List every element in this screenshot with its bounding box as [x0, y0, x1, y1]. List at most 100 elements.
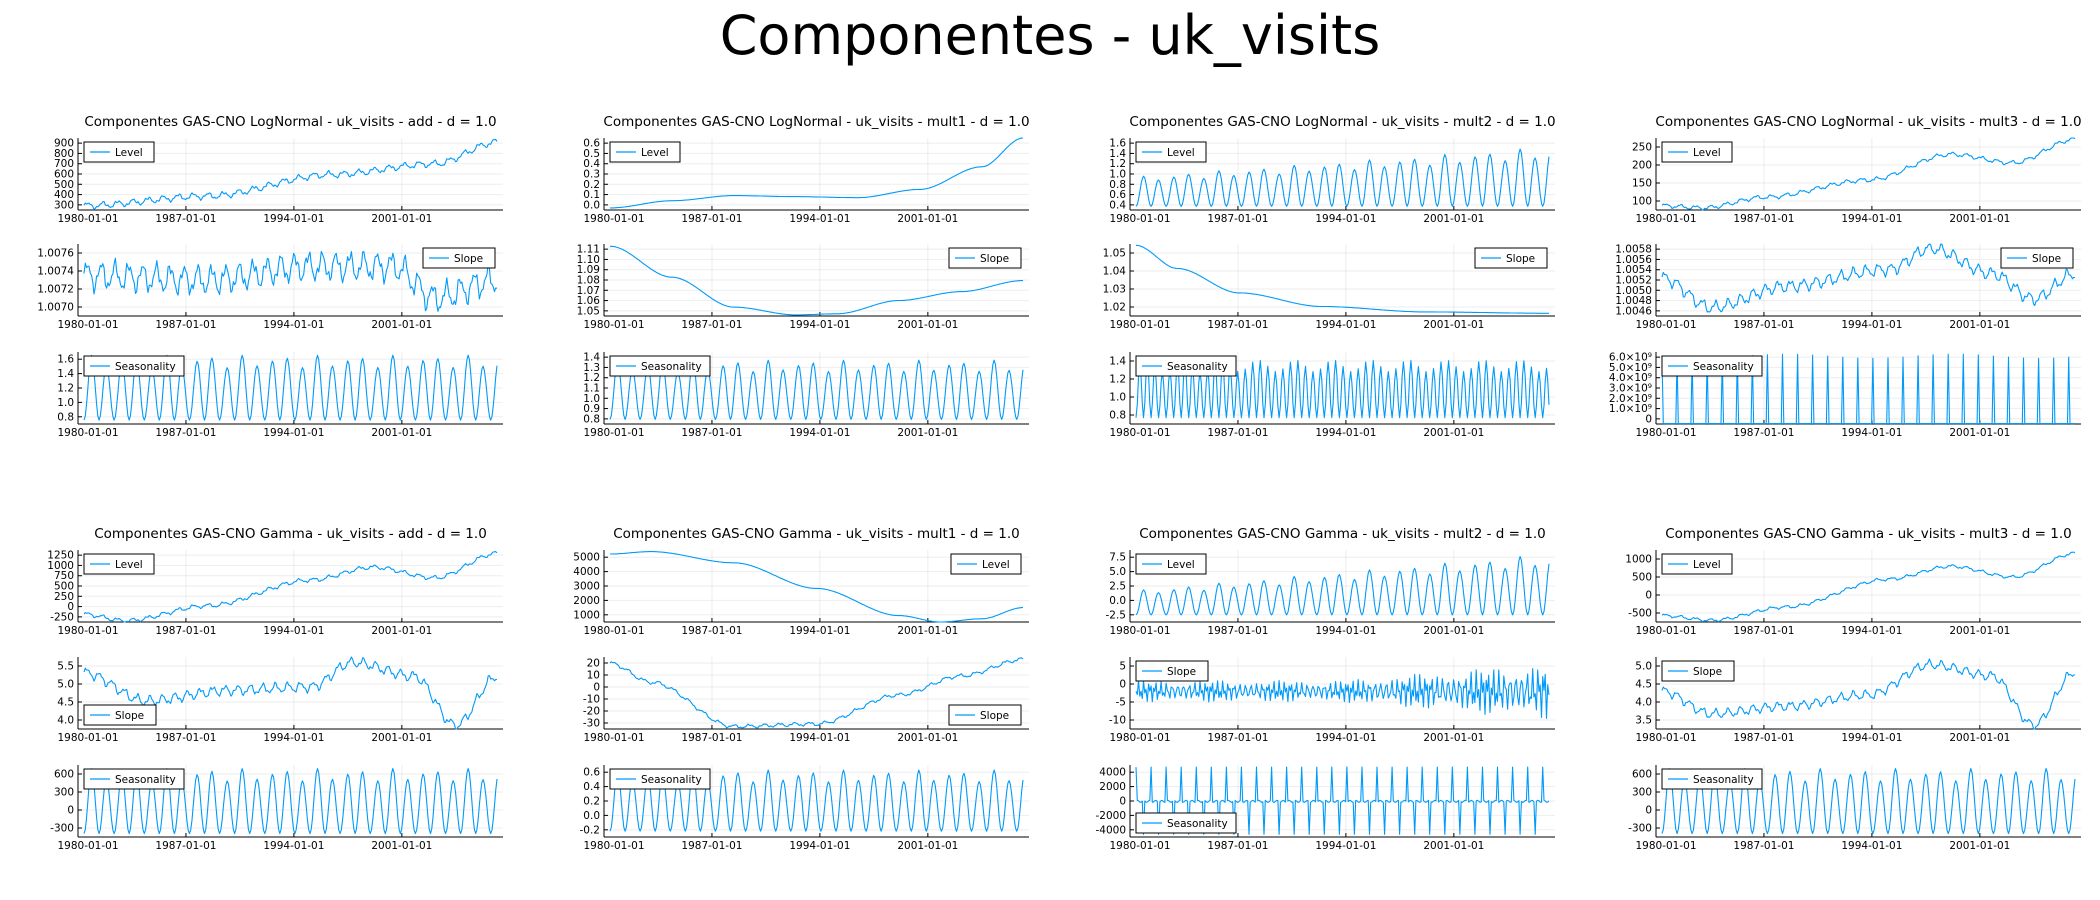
- x-tick-label: 1987-01-01: [681, 732, 742, 744]
- y-tick-label: 7.5: [1109, 552, 1126, 564]
- x-tick-label: 1994-01-01: [1841, 319, 1902, 331]
- y-tick-label: 600: [54, 169, 74, 181]
- panel-level: 100 150 200 250 1980-01-01 1987-01-01 1994-01-…: [1632, 137, 2081, 225]
- legend-label: Slope: [980, 710, 1009, 722]
- legend: Seasonality: [83, 355, 185, 377]
- y-tick-label: 1000: [1625, 554, 1652, 566]
- legend-box: [1135, 660, 1209, 682]
- legend-label: Level: [1167, 559, 1195, 571]
- x-tick-label: 1994-01-01: [789, 319, 850, 331]
- y-tick-label: 1.0: [57, 397, 74, 409]
- x-tick-label: 2001-01-01: [1949, 319, 2010, 331]
- panel-level: 0.40.60.81.01.21.41.6 1980-01-01 1987-01-0…: [1109, 138, 1555, 225]
- y-tick-label: 1.0074: [37, 266, 74, 278]
- subplot-column: Componentes GAS-CNO LogNormal - uk_visit…: [577, 114, 1030, 439]
- x-tick-label: 1987-01-01: [1733, 625, 1794, 637]
- legend: Seasonality: [1135, 355, 1237, 377]
- legend-label: Slope: [1693, 666, 1722, 678]
- y-tick-label: 0.8: [1109, 179, 1126, 191]
- x-tick-label: 1994-01-01: [789, 840, 850, 852]
- y-tick-label: 0: [593, 682, 600, 694]
- legend-label: Level: [641, 147, 669, 159]
- y-tick-label: 3.0×10⁹: [1609, 383, 1652, 395]
- y-tick-label: 500: [54, 179, 74, 191]
- series-line-level: [610, 551, 1023, 623]
- series-line-slope: [83, 656, 497, 730]
- y-tick-label: 3.5: [1635, 715, 1652, 727]
- legend-label: Seasonality: [1693, 774, 1754, 786]
- y-tick-label: 5.0: [1109, 566, 1126, 578]
- subplot-title: Componentes GAS-CNO Gamma - uk_visits - …: [94, 526, 487, 542]
- subplot-column: Componentes GAS-CNO Gamma - uk_visits - …: [1625, 526, 2081, 852]
- x-tick-label: 2001-01-01: [897, 213, 958, 225]
- y-tick-label: 500: [1632, 572, 1652, 584]
- legend-box: [1661, 553, 1733, 575]
- legend: Slope: [1661, 660, 1735, 682]
- y-tick-label: 0: [1645, 805, 1652, 817]
- legend-box: [1474, 247, 1548, 269]
- legend: Slope: [1474, 247, 1548, 269]
- series-line-level: [1661, 137, 2076, 211]
- y-tick-label: 4000: [1099, 767, 1126, 779]
- x-tick-label: 1994-01-01: [1841, 213, 1902, 225]
- y-tick-label: 0.6: [1109, 189, 1126, 201]
- legend: Level: [1661, 553, 1733, 575]
- legend: Seasonality: [609, 768, 711, 790]
- legend-label: Seasonality: [1693, 361, 1754, 373]
- y-tick-label: 1.0: [1109, 392, 1126, 404]
- legend: Seasonality: [1661, 768, 1763, 790]
- series-line-slope: [609, 657, 1024, 729]
- legend-label: Level: [115, 147, 143, 159]
- legend: Level: [1135, 553, 1207, 575]
- subplot-column: Componentes GAS-CNO LogNormal - uk_visit…: [37, 114, 503, 439]
- legend-label: Slope: [2032, 253, 2061, 265]
- x-tick-label: 1980-01-01: [583, 840, 644, 852]
- x-tick-label: 1980-01-01: [57, 625, 118, 637]
- y-tick-label: 0.0: [1109, 595, 1126, 607]
- y-tick-label: 2000: [1099, 781, 1126, 793]
- legend-box: [83, 141, 155, 163]
- y-tick-label: 1.3: [583, 362, 600, 374]
- legend-box: [422, 247, 496, 269]
- y-tick-label: 1.0: [1109, 169, 1126, 181]
- legend: Slope: [83, 704, 157, 726]
- x-tick-label: 2001-01-01: [1949, 732, 2010, 744]
- x-tick-label: 1987-01-01: [155, 732, 216, 744]
- y-tick-label: 4.0: [1635, 697, 1652, 709]
- x-tick-label: 1994-01-01: [1841, 625, 1902, 637]
- x-tick-label: 1980-01-01: [1109, 625, 1170, 637]
- y-tick-label: 1.0: [583, 393, 600, 405]
- legend: Level: [83, 553, 155, 575]
- subplot-column: Componentes GAS-CNO Gamma - uk_visits - …: [1095, 526, 1555, 852]
- legend: Level: [1661, 141, 1733, 163]
- x-tick-label: 1987-01-01: [1207, 840, 1268, 852]
- x-tick-label: 1980-01-01: [1635, 427, 1696, 439]
- legend: Level: [609, 141, 681, 163]
- y-tick-label: -250: [50, 611, 74, 623]
- legend: Slope: [948, 704, 1022, 726]
- x-tick-label: 2001-01-01: [1423, 213, 1484, 225]
- y-tick-label: 10: [587, 670, 600, 682]
- series-line-seasonality: [1135, 766, 1550, 835]
- legend: Slope: [948, 247, 1022, 269]
- x-tick-label: 2001-01-01: [371, 427, 432, 439]
- x-tick-label: 2001-01-01: [1423, 427, 1484, 439]
- legend: Slope: [422, 247, 496, 269]
- y-tick-label: 0: [1645, 590, 1652, 602]
- y-tick-label: -4000: [1095, 824, 1126, 836]
- series-line-seasonality: [1661, 353, 2075, 425]
- legend-box: [609, 768, 711, 790]
- panel-slope: 3.5 4.0 4.5 5.0 1980-01-01 1987-01-01 1994-01-…: [1635, 657, 2081, 744]
- x-tick-label: 1980-01-01: [1635, 840, 1696, 852]
- legend-label: Seasonality: [1167, 818, 1228, 830]
- x-tick-label: 1980-01-01: [1109, 427, 1170, 439]
- subplot-title: Componentes GAS-CNO LogNormal - uk_visit…: [1655, 114, 2081, 130]
- x-tick-label: 1980-01-01: [583, 625, 644, 637]
- y-tick-label: 1.4: [57, 368, 74, 380]
- x-tick-label: 1987-01-01: [155, 319, 216, 331]
- x-tick-label: 2001-01-01: [371, 625, 432, 637]
- y-tick-label: 0.6: [583, 138, 600, 150]
- y-tick-label: -2.5: [1106, 609, 1127, 621]
- x-tick-label: 1987-01-01: [681, 319, 742, 331]
